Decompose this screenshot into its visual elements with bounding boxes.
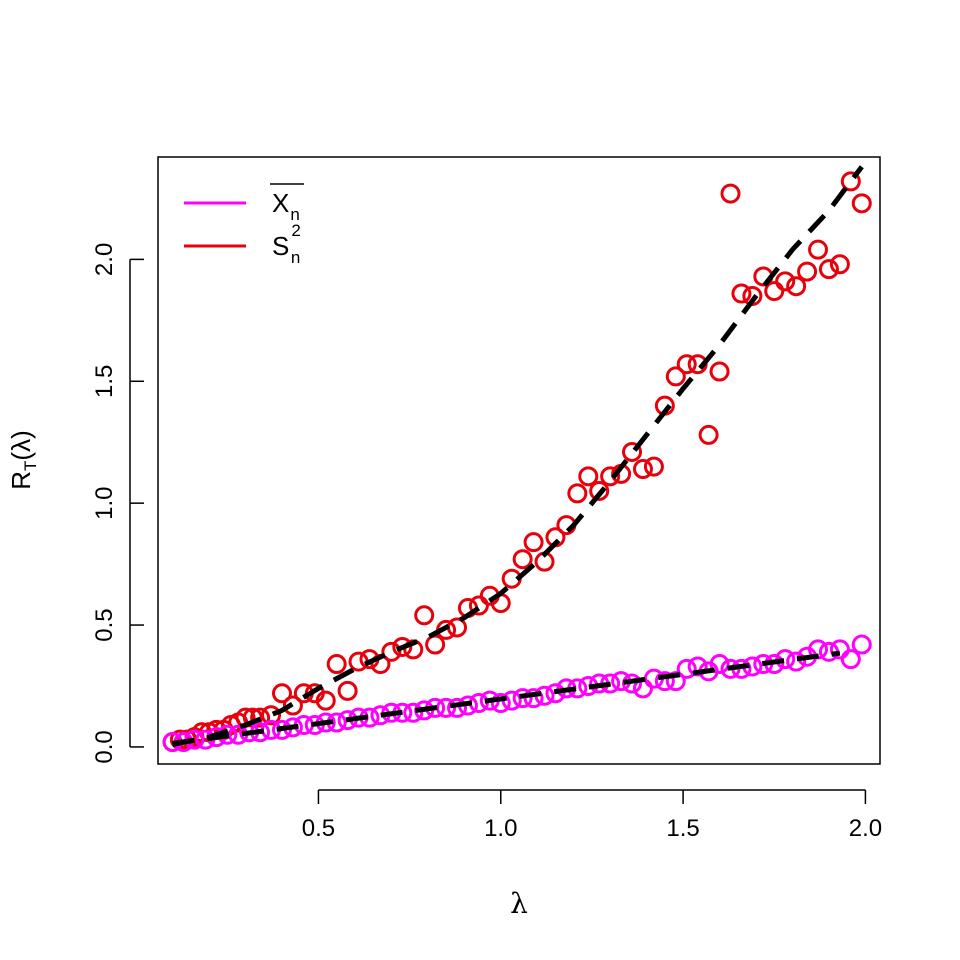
s2-point — [775, 271, 796, 292]
xbar-point — [490, 693, 511, 714]
s2-point — [720, 183, 741, 204]
s2-point — [709, 361, 730, 382]
s2-point — [676, 354, 697, 375]
s2-point — [589, 480, 610, 501]
s2-point — [665, 366, 686, 387]
s2-point — [381, 641, 402, 662]
s2-point — [523, 532, 544, 553]
s2-point — [643, 456, 664, 477]
s2-point — [632, 459, 653, 480]
legend-entry-xbar: Xn — [184, 183, 304, 224]
xbar-point — [851, 634, 872, 655]
plot-frame — [157, 156, 881, 765]
s2-point — [271, 683, 292, 704]
y-tick-label: 1.5 — [91, 365, 118, 398]
x-tick-label: 1.0 — [484, 815, 517, 842]
s2-point — [567, 483, 588, 504]
svg-text:RT(λ): RT(λ) — [6, 430, 40, 490]
xbar-point — [545, 683, 566, 704]
xbar-point — [829, 639, 850, 660]
xbar-point — [786, 651, 807, 672]
xbar-point — [436, 697, 457, 718]
axes-layer: 0.5 1.0 1.5 2.0 0.0 0.5 1.0 1.5 2.0 — [91, 243, 882, 842]
x-axis-title: λ — [510, 887, 528, 920]
s2-fit-line — [172, 165, 864, 747]
s2-point — [829, 254, 850, 275]
s2-point — [337, 680, 358, 701]
s2-point — [600, 466, 621, 487]
xbar-point — [523, 688, 544, 709]
xbar-series — [162, 634, 872, 753]
legend-entry-s2: S2 n — [184, 221, 301, 267]
x-tick-label: 1.5 — [666, 815, 699, 842]
s2-point — [326, 654, 347, 675]
s2-point — [414, 605, 435, 626]
s2-point — [840, 171, 861, 192]
x-tick-label: 0.5 — [302, 815, 335, 842]
xbar-point — [403, 702, 424, 723]
s2-point — [622, 441, 643, 462]
y-axis-title-subscript: T — [21, 461, 40, 471]
s2-point — [764, 281, 785, 302]
y-tick-label: 2.0 — [91, 243, 118, 276]
y-tick-label: 1.0 — [91, 486, 118, 519]
s2-point — [447, 617, 468, 638]
xbar-point — [622, 673, 643, 694]
s2-point — [315, 690, 336, 711]
xbar-point — [512, 688, 533, 709]
xbar-point — [709, 654, 730, 675]
s2-point — [250, 707, 271, 728]
s2-point — [261, 705, 282, 726]
xbar-point — [840, 649, 861, 670]
s2-point — [392, 636, 413, 657]
xbar-point — [654, 671, 675, 692]
legend-label: S2 n — [272, 221, 301, 267]
s2-point — [512, 549, 533, 570]
xbar-point — [665, 671, 686, 692]
s2-point — [851, 193, 872, 214]
y-axis-title-base: R — [6, 471, 36, 490]
s2-point — [282, 695, 303, 716]
y-tick-label: 0.5 — [91, 608, 118, 641]
s2-point — [731, 283, 752, 304]
xbar-point — [687, 656, 708, 677]
y-axis-title-argument: (λ) — [6, 430, 36, 460]
xbar-point — [676, 658, 697, 679]
s2-point — [578, 466, 599, 487]
legend-label: Xn — [272, 188, 300, 224]
s2-point — [818, 259, 839, 280]
xbar-point — [447, 697, 468, 718]
y-axis-title: RT(λ) — [6, 430, 40, 490]
s2-point — [425, 634, 446, 655]
s2-point — [468, 595, 489, 616]
x-tick-label: 2.0 — [849, 815, 882, 842]
y-tick-label: 0.0 — [91, 730, 118, 763]
s2-point — [786, 276, 807, 297]
s2-point — [797, 261, 818, 282]
s2-point — [808, 239, 829, 260]
xbar-fit-line — [172, 650, 841, 746]
s2-point — [698, 424, 719, 445]
data-layer — [162, 165, 872, 753]
